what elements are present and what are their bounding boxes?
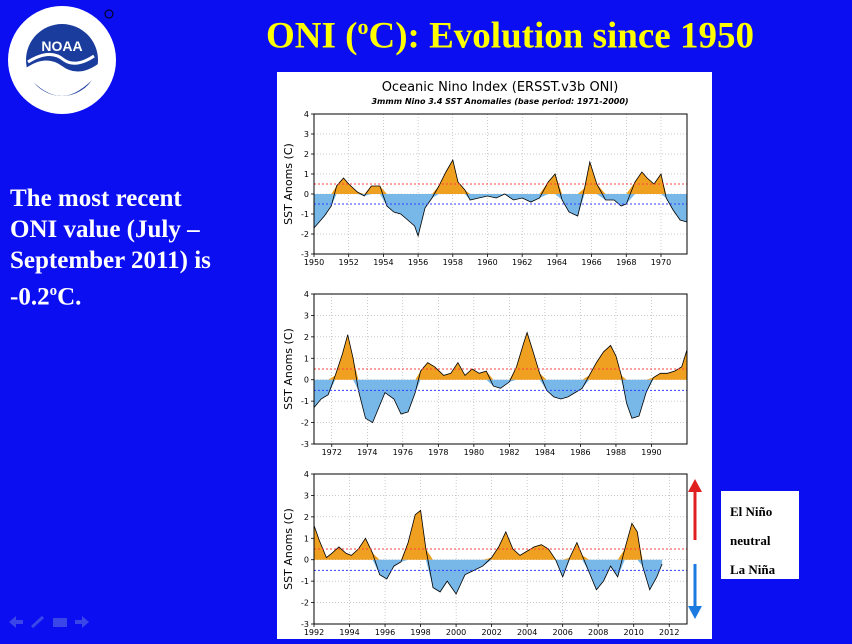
panel-1-plot-area [314,114,687,254]
y-axis-label: SST Anoms (C) [282,143,295,225]
x-tick-label: 1950 [304,258,324,267]
pen-icon[interactable] [30,615,46,629]
figure-subtitle: 3mmm Nino 3.4 SST Anomalies (base period… [371,97,628,106]
y-tick-label: 4 [304,470,309,479]
y-tick-label: -2 [301,230,309,239]
x-tick-label: 1976 [393,448,413,457]
y-tick-label: -2 [301,599,309,608]
y-axis-label: SST Anoms (C) [282,328,295,410]
oni-figure: Oceanic Nino Index (ERSST.v3b ONI) 3mmm … [277,72,712,639]
panel-3-frame [313,473,688,625]
x-tick-label: 1990 [641,448,661,457]
x-tick-label: 1988 [606,448,626,457]
panel-2-plot-area [314,294,687,444]
y-tick-label: 4 [304,110,309,119]
arrow-down-icon [688,606,702,619]
x-tick-label: 2008 [588,628,608,637]
x-tick-label: 2000 [446,628,466,637]
y-axis-label: SST Anoms (C) [282,508,295,590]
y-tick-label: 2 [304,150,309,159]
x-tick-label: 1968 [616,258,636,267]
x-tick-label: 1974 [357,448,377,457]
y-tick-label: 1 [304,170,309,179]
legend-neutral: neutral [730,533,771,548]
slide-nav [8,615,90,629]
y-tick-label: 4 [304,290,309,299]
x-tick-label: 2012 [659,628,679,637]
x-tick-label: 1978 [428,448,448,457]
arrow-up-icon [688,479,702,492]
legend-el-nino: El Niño [730,504,773,519]
arrow-left-icon[interactable] [8,615,24,629]
y-tick-label: 0 [304,556,309,565]
y-tick-label: -3 [301,620,309,629]
x-tick-label: 2006 [552,628,572,637]
oni-summary-text: The most recent ONI value (July – Septem… [10,183,260,312]
summary-line-2: ONI value (July – [10,216,200,243]
x-tick-label: 2004 [517,628,537,637]
y-tick-label: 0 [304,190,309,199]
x-tick-label: 1954 [373,258,393,267]
x-tick-label: 1996 [375,628,395,637]
y-tick-label: -1 [301,210,309,219]
y-tick-label: 2 [304,333,309,342]
arrow-right-icon[interactable] [74,615,90,629]
y-tick-label: 1 [304,354,309,363]
figure-title: Oceanic Nino Index (ERSST.v3b ONI) [382,80,619,95]
y-tick-label: -1 [301,577,309,586]
summary-line-3: September 2011) is [10,247,211,274]
x-tick-label: 1992 [304,628,324,637]
panel-1-frame [313,113,688,255]
logo-text: NOAA [41,38,82,54]
x-tick-label: 1972 [322,448,342,457]
summary-line-4: -0.2oC. [10,283,82,311]
y-tick-label: 3 [304,130,309,139]
oni-series-line [313,158,688,238]
oni-series-line [313,331,688,424]
x-tick-label: 2010 [624,628,644,637]
y-tick-label: 2 [304,513,309,522]
x-tick-label: 1960 [477,258,497,267]
y-tick-label: 3 [304,491,309,500]
slide-title: ONI (oC): Evolution since 1950 [266,14,754,57]
x-tick-label: 1952 [339,258,359,267]
y-tick-label: 1 [304,534,309,543]
x-tick-label: 1970 [651,258,671,267]
y-tick-label: -1 [301,397,309,406]
y-tick-label: -3 [301,250,309,259]
enso-legend: El Niño neutral La Niña [721,491,799,579]
y-tick-label: 3 [304,311,309,320]
x-tick-label: 2002 [481,628,501,637]
y-tick-label: 0 [304,376,309,385]
x-tick-label: 1980 [464,448,484,457]
legend-la-nina: La Niña [730,562,776,577]
panel-2-frame [313,293,688,445]
x-tick-label: 1986 [570,448,590,457]
y-tick-label: -2 [301,419,309,428]
slides-icon[interactable] [52,615,68,629]
x-tick-label: 1958 [443,258,463,267]
oni-charts: Oceanic Nino Index (ERSST.v3b ONI) 3mmm … [282,80,688,637]
x-tick-label: 1964 [547,258,567,267]
warm-anomaly-area [314,160,687,194]
x-tick-label: 1998 [410,628,430,637]
noaa-logo-icon: NOAA [8,6,116,114]
enso-arrows [688,479,702,619]
x-tick-label: 1962 [512,258,532,267]
x-tick-label: 1982 [499,448,519,457]
x-tick-label: 1956 [408,258,428,267]
oni-series-line [313,509,663,595]
summary-line-1: The most recent [10,185,182,212]
y-tick-label: -3 [301,440,309,449]
x-tick-label: 1966 [581,258,601,267]
x-tick-label: 1994 [339,628,359,637]
x-tick-label: 1984 [535,448,555,457]
